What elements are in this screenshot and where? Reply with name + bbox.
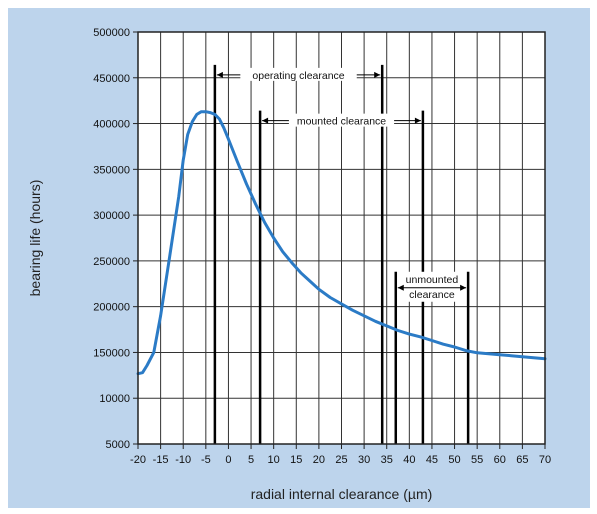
x-tick-label: 25: [335, 454, 347, 466]
y-tick-label: 250000: [93, 256, 130, 268]
y-tick-label: 150000: [93, 347, 130, 359]
x-tick-label: 0: [225, 454, 231, 466]
annotation-label-bg: [398, 271, 466, 302]
x-tick-label: -5: [201, 454, 211, 466]
x-tick-label: 5: [248, 454, 254, 466]
y-tick-label: 500000: [93, 27, 130, 39]
y-tick-label: 200000: [93, 302, 130, 314]
x-tick-label: 35: [381, 454, 393, 466]
annotations: operating clearance mounted clearance unmo…: [213, 64, 470, 444]
annotation-label: mounted clearance: [297, 116, 386, 128]
x-tick-label: -20: [130, 454, 146, 466]
annotation-label: operating clearance: [252, 70, 344, 82]
x-tick-label: 55: [471, 454, 483, 466]
x-tick-label: 65: [516, 454, 528, 466]
annotation-label-line2: clearance: [409, 289, 455, 301]
x-tick-label: 30: [358, 454, 370, 466]
x-tick-label: 40: [403, 454, 415, 466]
x-tick-label: 20: [313, 454, 325, 466]
x-tick-label: -15: [153, 454, 169, 466]
y-tick-label: 10000: [99, 393, 130, 405]
x-tick-label: 15: [290, 454, 302, 466]
y-tick-label: 350000: [93, 164, 130, 176]
x-tick-label: 50: [448, 454, 460, 466]
y-tick-label: 5000: [106, 439, 130, 451]
x-tick-label: 45: [426, 454, 438, 466]
y-tick-label: 400000: [93, 119, 130, 131]
chart-svg: -20 -15 -10 -5 0 5 10 15 20 25 30 35 40 45 50 55 60 65 70 …: [27, 27, 551, 502]
x-tick-label: -10: [175, 454, 191, 466]
arrow-head: [414, 117, 421, 124]
arrow-head: [460, 284, 467, 291]
y-tick-label: 450000: [93, 73, 130, 85]
grid-vertical: [137, 32, 546, 449]
bearing-life-line: [136, 110, 547, 376]
x-tick-label: 70: [539, 454, 551, 466]
chart-frame: -20 -15 -10 -5 0 5 10 15 20 25 30 35 40 45 50 55 60 65 70 …: [8, 8, 590, 508]
annotation-label-bg: [240, 67, 357, 81]
annotation-label-bg: [288, 113, 395, 127]
arrow-head: [262, 117, 269, 124]
plot-border: [137, 31, 546, 445]
x-tick-label: 10: [268, 454, 280, 466]
arrow-head: [216, 71, 223, 78]
x-axis-label: radial internal clearance (µm): [251, 486, 433, 502]
y-tick-label: 300000: [93, 210, 130, 222]
y-axis-label: bearing life (hours): [27, 180, 43, 297]
arrow-head: [374, 71, 381, 78]
x-tick-label: 60: [494, 454, 506, 466]
x-tick-labels: -20 -15 -10 -5 0 5 10 15 20 25 30 35 40 45 50 55 60 65 70: [130, 454, 551, 466]
arrow-head: [397, 284, 404, 291]
annotation-label-line1: unmounted: [406, 274, 459, 286]
y-tick-labels: 5000 10000 150000 200000 250000 300000 350000 4…: [93, 27, 130, 451]
